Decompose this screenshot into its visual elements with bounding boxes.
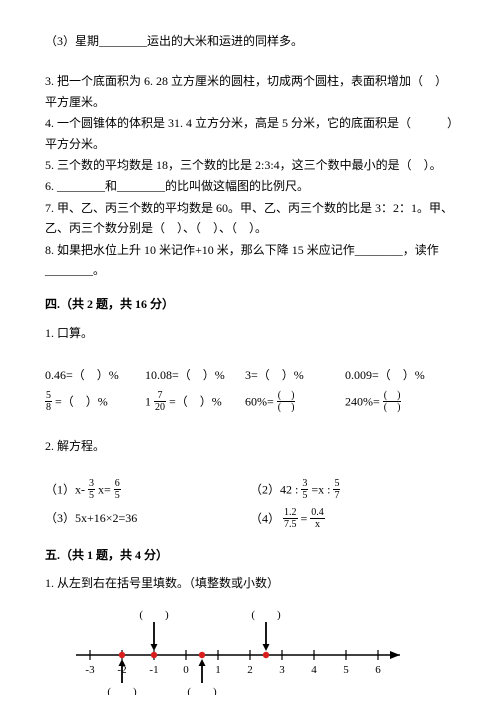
svg-text:5: 5 [343,664,349,676]
number-line: -3-2-10123456( )( )( )( ) [60,600,440,695]
equation-2: （2）42 : 35 =x : 57 [250,479,455,502]
svg-text:( ): ( ) [107,686,137,695]
question-8: 8. 如果把水位上升 10 米记作+10 米，那么下降 15 米应记作_____… [45,240,455,281]
svg-text:1: 1 [215,664,221,676]
question-5: 5. 三个数的平均数是 18，三个数的比是 2:3:4，这三个数中最小的是（ ）… [45,155,455,175]
question-2-3: （3）星期________运出的大米和运进的同样多。 [45,31,455,51]
section-4-q2: 2. 解方程。 [45,436,455,456]
ma-cell: 0.009=（ ）% [345,365,455,385]
question-4: 4. 一个圆锥体的体积是 31. 4 立方分米，高是 5 分米，它的底面积是（ … [45,113,455,154]
equation-4: （4） 1.27.5 = 0.4x [250,508,455,531]
ma-cell: 240%= ( ) ( ) [345,391,455,414]
equation-3: （3）5x+16×2=36 [45,508,250,531]
ma-cell: 60%= ( ) ( ) [245,391,345,414]
fraction-paren: ( ) ( ) [383,390,402,413]
fraction-five-eighths: 5 8 [45,390,52,413]
section-4-q1: 1. 口算。 [45,323,455,343]
svg-text:6: 6 [375,664,381,676]
mental-arith-row-1: 0.46=（ ）% 10.08=（ ）% 3=（ ）% 0.009=（ ）% [45,365,455,385]
ma-cell: 10.08=（ ）% [145,365,245,385]
equation-row-2: （3）5x+16×2=36 （4） 1.27.5 = 0.4x [45,508,455,531]
section-5-q1: 1. 从左到右在括号里填数。（填整数或小数） [45,573,455,593]
mental-arith-row-2: 5 8 =（ ）% 1 7 20 =（ ）% 60%= ( ) ( ) 240%… [45,391,455,414]
fraction-paren: ( ) ( ) [277,390,296,413]
svg-text:( ): ( ) [139,609,169,621]
equation-1: （1）x- 35 x= 65 [45,479,250,502]
svg-text:3: 3 [279,664,285,676]
svg-text:2: 2 [247,664,253,676]
ma-cell: 1 7 20 =（ ）% [145,391,245,414]
svg-text:4: 4 [311,664,317,676]
ma-cell: 5 8 =（ ）% [45,391,145,414]
question-6: 6. ________和________的比叫做这幅图的比例尺。 [45,176,455,196]
fraction-7-20: 7 20 [154,390,166,413]
question-7: 7. 甲、乙、丙三个数的平均数是 60。甲、乙、丙三个数的比是 3：2：1。甲、… [45,198,455,239]
section-4-title: 四.（共 2 题，共 16 分） [45,294,455,314]
ma-cell: 3=（ ）% [245,365,345,385]
section-5-title: 五.（共 1 题，共 4 分） [45,545,455,565]
svg-text:( ): ( ) [187,686,217,695]
ma-cell: 0.46=（ ）% [45,365,145,385]
svg-text:0: 0 [183,664,189,676]
svg-text:( ): ( ) [251,609,281,621]
question-3: 3. 把一个底面积为 6. 28 立方厘米的圆柱，切成两个圆柱，表面积增加（ ）… [45,71,455,112]
svg-text:-3: -3 [85,664,95,676]
equation-row-1: （1）x- 35 x= 65 （2）42 : 35 =x : 57 [45,479,455,502]
svg-text:-1: -1 [149,664,158,676]
